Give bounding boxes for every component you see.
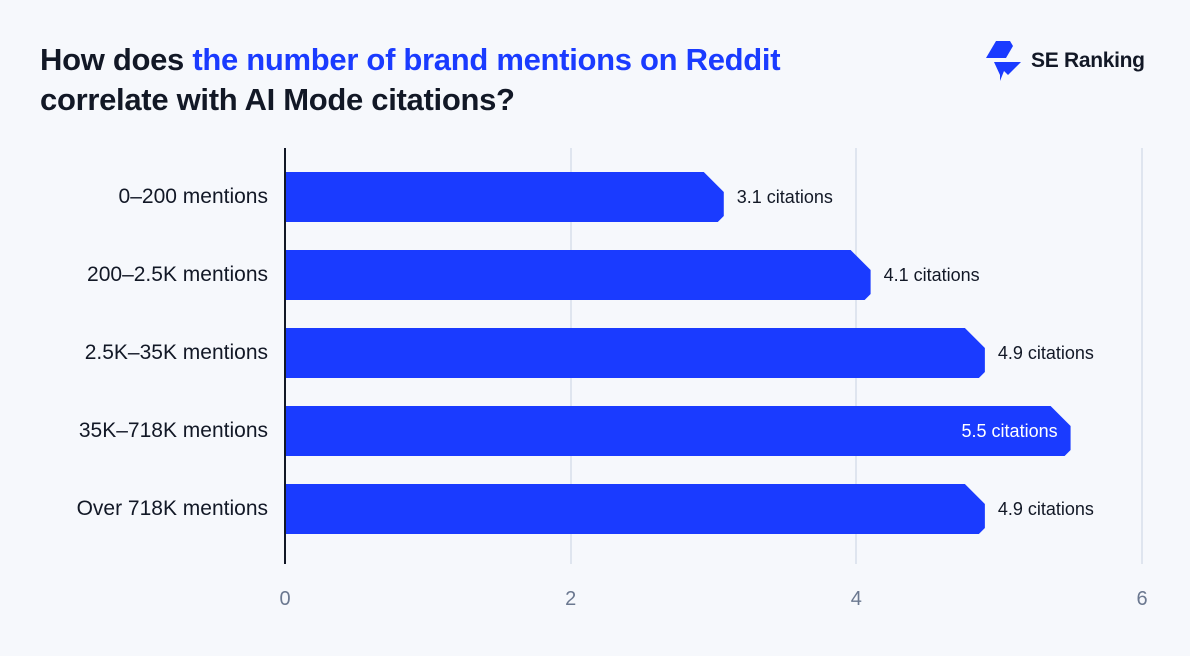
bar — [286, 484, 985, 534]
category-label: Over 718K mentions — [76, 497, 268, 520]
title-highlight: the number of brand mentions on Reddit — [192, 42, 781, 77]
bar — [286, 250, 871, 300]
title-line2: correlate with AI Mode citations? — [40, 82, 515, 117]
value-label: 5.5 citations — [961, 421, 1058, 441]
y-axis-line — [284, 148, 286, 564]
category-label: 35K–718K mentions — [78, 419, 268, 442]
gridline — [1141, 148, 1143, 564]
x-tick-label: 4 — [850, 588, 862, 610]
category-label: 2.5K–35K mentions — [84, 341, 268, 364]
value-label: 4.9 citations — [997, 499, 1094, 519]
chart-title: How does the number of brand mentions on… — [40, 40, 781, 120]
bar — [286, 328, 985, 378]
brand-logo: SE Ranking — [986, 41, 1145, 81]
bar — [286, 406, 1071, 456]
bar — [286, 172, 724, 222]
value-label: 3.1 citations — [736, 187, 833, 207]
x-tick-label: 6 — [1136, 588, 1148, 610]
se-ranking-logo-icon — [986, 41, 1021, 81]
category-label: 200–2.5K mentions — [87, 263, 268, 286]
category-label: 0–200 mentions — [118, 185, 268, 208]
x-tick-label: 2 — [565, 588, 577, 610]
value-label: 4.1 citations — [883, 265, 980, 285]
x-tick-label: 0 — [279, 588, 291, 610]
value-label: 4.9 citations — [997, 343, 1094, 363]
title-prefix: How does — [40, 42, 193, 77]
brand-name: SE Ranking — [1031, 49, 1145, 72]
